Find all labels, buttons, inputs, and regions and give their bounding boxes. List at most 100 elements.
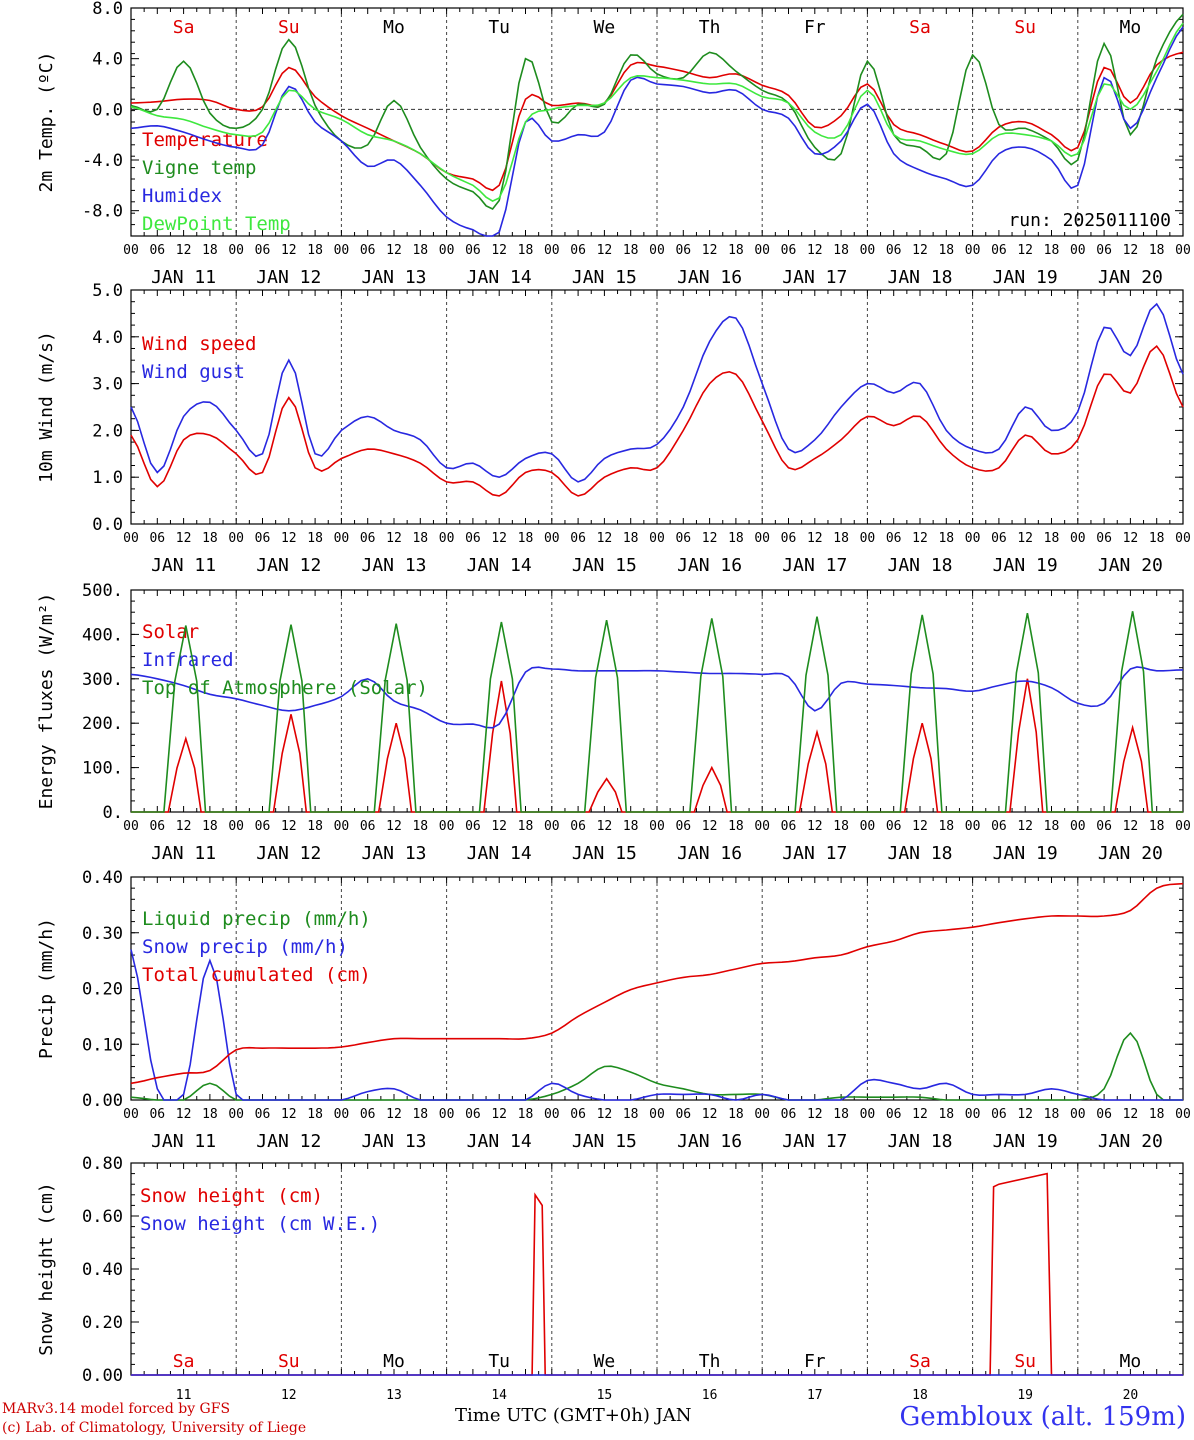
panel-1-series-2 [130, 13, 1184, 211]
panel-1-day-label: JAN 20 [1098, 267, 1163, 288]
panel-4-hour-label: 12 [1017, 1107, 1033, 1122]
panel-2-hour-label: 12 [807, 531, 823, 546]
panel-4-day-label: JAN 13 [361, 1131, 426, 1152]
panel-3-hour-label: 12 [597, 819, 613, 834]
panel-3-hour-label: 00 [123, 819, 139, 834]
panel-1-hour-label: 12 [281, 243, 297, 258]
panel-1-hour-label: 18 [728, 243, 744, 258]
panel-4-hour-label: 18 [307, 1107, 323, 1122]
panel-2-day-label: JAN 20 [1098, 555, 1163, 576]
panel-5-day-number: 20 [1123, 1388, 1139, 1403]
panel-3-hour-label: 12 [807, 819, 823, 834]
panel-2-day-label: JAN 17 [782, 555, 847, 576]
panel-1-series-3 [130, 26, 1184, 237]
panel-5-weekday-su: Su [1014, 1351, 1036, 1372]
panel-1-hour-label: 00 [228, 243, 244, 258]
panel-4-day-label: JAN 18 [887, 1131, 952, 1152]
panel-4-hour-label: 06 [149, 1107, 165, 1122]
panel-2-hour-label: 18 [1149, 531, 1165, 546]
panel-3-hour-label: 12 [491, 819, 507, 834]
panel-1-hour-label: 18 [623, 243, 639, 258]
panel-3-hour-label: 00 [228, 819, 244, 834]
panel-4-hour-label: 06 [570, 1107, 586, 1122]
panel-4-day-label: JAN 15 [572, 1131, 637, 1152]
panel-1-hour-label: 06 [149, 243, 165, 258]
panel-3-hour-label: 12 [386, 819, 402, 834]
panel-4-hour-label: 18 [623, 1107, 639, 1122]
panel-3-day-label: JAN 17 [782, 843, 847, 864]
panel-3-day-label: JAN 15 [572, 843, 637, 864]
panel-1-legend-2: Vigne temp [142, 157, 256, 179]
panel-1-hour-label: 06 [1096, 243, 1112, 258]
panel-5-ytick-label: 0.60 [82, 1207, 123, 1227]
panel-1-day-label: JAN 11 [151, 267, 216, 288]
panel-2-hour-label: 12 [1017, 531, 1033, 546]
panel-5-weekday-mo: Mo [1120, 1351, 1142, 1372]
panel-3-hour-label: 06 [465, 819, 481, 834]
panel-2-hour-label: 00 [1175, 531, 1191, 546]
panel-2-ytick-label: 2.0 [92, 421, 123, 441]
panel-3-hour-label: 12 [702, 819, 718, 834]
panel-4-hour-label: 12 [807, 1107, 823, 1122]
panel-3-ytick-label: 200. [82, 714, 123, 734]
panel-4-hour-label: 12 [491, 1107, 507, 1122]
panel-3-ytick-label: 400. [82, 625, 123, 645]
panel-4-ytick-label: 0.00 [82, 1091, 123, 1111]
panel-3-hour-label: 06 [886, 819, 902, 834]
panel-3-hour-label: 00 [439, 819, 455, 834]
panel-5-weekday-fr: Fr [804, 1351, 826, 1372]
panel-5-weekday-we: We [594, 1351, 616, 1372]
panel-5-ytick-label: 0.80 [82, 1154, 123, 1174]
panel-3-legend-2: Infrared [142, 649, 234, 671]
panel-1-hour-label: 12 [912, 243, 928, 258]
panel-2-hour-label: 18 [518, 531, 534, 546]
panel-5-day-number: 16 [702, 1388, 718, 1403]
panel-1-weekday-sa: Sa [173, 17, 195, 38]
panel-1-weekday-mo: Mo [383, 17, 405, 38]
panel-3-day-label: JAN 11 [151, 843, 216, 864]
panel-3-ytick-label: 300. [82, 670, 123, 690]
panel-1-hour-label: 12 [597, 243, 613, 258]
panel-3-hour-label: 06 [149, 819, 165, 834]
panel-4-legend-1: Liquid precip (mm/h) [142, 908, 371, 930]
panel-3-hour-label: 18 [518, 819, 534, 834]
panel-3-ytick-label: 500. [82, 581, 123, 601]
panel-4-hour-label: 18 [833, 1107, 849, 1122]
panel-2-hour-label: 00 [1070, 531, 1086, 546]
panel-5-day-number: 14 [491, 1388, 507, 1403]
panel-1-hour-label: 00 [123, 243, 139, 258]
panel-1-weekday-fr: Fr [804, 17, 826, 38]
panel-1-hour-label: 06 [465, 243, 481, 258]
panel-1-hour-label: 06 [675, 243, 691, 258]
panel-2-hour-label: 12 [912, 531, 928, 546]
panel-2-hour-label: 06 [465, 531, 481, 546]
panel-5-ytick-label: 0.20 [82, 1313, 123, 1333]
panel-1-day-label: JAN 19 [993, 267, 1058, 288]
panel-4-series-3 [130, 882, 1184, 1085]
panel-3-day-label: JAN 16 [677, 843, 742, 864]
panel-5-day-number: 13 [386, 1388, 402, 1403]
panel-4-day-label: JAN 20 [1098, 1131, 1163, 1152]
panel-1-ytick-label: 8.0 [92, 0, 123, 19]
panel-1-hour-label: 12 [702, 243, 718, 258]
panel-3-day-label: JAN 13 [361, 843, 426, 864]
panel-2-hour-label: 06 [781, 531, 797, 546]
panel-5-weekday-su: Su [278, 1351, 300, 1372]
panel-2-day-label: JAN 13 [361, 555, 426, 576]
run-annotation: run: 2025011100 [1008, 210, 1171, 231]
panel-2-day-label: JAN 19 [993, 555, 1058, 576]
panel-4-hour-label: 18 [728, 1107, 744, 1122]
panel-2-hour-label: 06 [255, 531, 271, 546]
panel-3-ytick-label: 0. [103, 803, 123, 823]
panel-5-day-number: 18 [912, 1388, 928, 1403]
panel-2-legend-2: Wind gust [142, 361, 245, 383]
panel-1-series-4 [130, 22, 1184, 203]
panel-1-day-label: JAN 16 [677, 267, 742, 288]
panel-2-hour-label: 12 [597, 531, 613, 546]
panel-5-weekday-tu: Tu [488, 1351, 510, 1372]
panel-5-ytick-label: 0.40 [82, 1260, 123, 1280]
panel-3-hour-label: 18 [1044, 819, 1060, 834]
panel-1-hour-label: 06 [360, 243, 376, 258]
panel-1-hour-label: 06 [255, 243, 271, 258]
